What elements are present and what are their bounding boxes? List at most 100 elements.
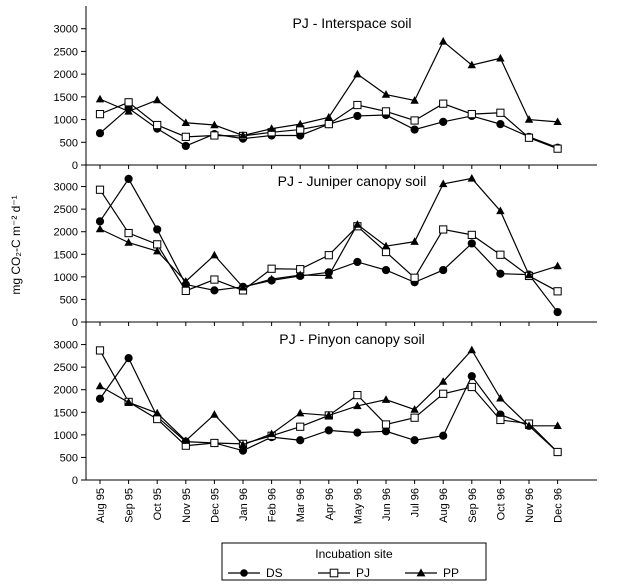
y-tick-label: 2000 <box>54 69 78 81</box>
panel-title: PJ - Interspace soil <box>292 15 411 31</box>
legend-label-PP: PP <box>443 566 459 580</box>
data-point-PP <box>210 410 219 418</box>
data-point-PP <box>553 261 562 270</box>
y-tick-label: 2500 <box>54 46 78 58</box>
data-point-PP <box>210 120 219 129</box>
data-point-PP <box>439 377 448 385</box>
y-axis-label-group: mg CO₂-C m⁻² d⁻¹ <box>9 195 23 294</box>
data-point-PP <box>353 69 362 78</box>
data-point-PJ <box>381 107 391 116</box>
y-tick-label: 2000 <box>54 385 78 397</box>
x-tick-label: Aug 96 <box>438 488 450 523</box>
legend-box <box>221 542 487 581</box>
series-PP <box>95 37 562 139</box>
x-tick-label: Oct 95 <box>152 488 164 520</box>
data-point-PP <box>410 405 419 413</box>
legend-label-PJ: PJ <box>356 566 370 580</box>
y-tick-label: 1500 <box>54 249 78 261</box>
panel-title: PJ - Juniper canopy soil <box>278 173 427 189</box>
data-point-DS <box>210 286 219 295</box>
data-point-DS <box>353 111 362 121</box>
data-point-PJ <box>124 228 133 238</box>
data-point-PJ <box>553 144 562 153</box>
data-point-DS <box>381 265 391 275</box>
data-point-PP <box>524 270 534 279</box>
data-point-DS <box>95 217 105 226</box>
y-tick-label: 1000 <box>54 115 78 127</box>
series-PP <box>95 174 562 291</box>
y-tick-label: 2000 <box>54 227 78 239</box>
x-tick-label: Sep 95 <box>124 488 136 523</box>
y-tick-label: 3000 <box>54 182 78 194</box>
data-point-PP <box>238 131 248 139</box>
data-point-DS <box>467 239 476 248</box>
data-point-PJ <box>95 185 105 194</box>
data-point-PJ <box>467 382 476 392</box>
data-point-PJ <box>181 286 190 295</box>
x-tick-label: Mar 96 <box>295 488 307 522</box>
data-point-DS <box>439 265 448 275</box>
data-point-PP <box>496 393 505 402</box>
x-tick-label: Oct 96 <box>495 488 507 520</box>
data-point-PJ <box>124 98 133 107</box>
data-point-DS <box>496 269 505 278</box>
chart-panels: 0 500 1000 1500 2000 2500 3000 PJ - Interspace … <box>54 6 597 487</box>
series-PJ <box>95 185 562 296</box>
x-tick-label: Jul 96 <box>410 488 422 517</box>
data-point-DS <box>439 117 448 126</box>
data-point-PP <box>296 119 305 128</box>
data-point-PJ <box>153 120 162 130</box>
data-point-PJ <box>210 275 219 284</box>
panel-2: 0 500 1000 1500 2000 2500 3000 PJ - Juniper can… <box>54 164 597 329</box>
data-point-PJ <box>439 99 448 108</box>
data-point-DS <box>153 225 162 234</box>
data-point-DS <box>467 372 476 381</box>
y-tick-label: 3000 <box>54 24 78 36</box>
panel-3: 0 500 1000 1500 2000 2500 3000 PJ - Pinyon cano… <box>54 322 597 487</box>
data-point-PJ <box>410 116 419 125</box>
series-line-PJ <box>99 350 559 453</box>
data-point-PJ <box>553 287 562 296</box>
data-point-PP <box>153 408 162 417</box>
data-point-PP <box>95 381 105 390</box>
data-point-PP <box>524 421 534 430</box>
data-point-DS <box>353 428 362 437</box>
x-tick-label: Nov 95 <box>181 488 193 523</box>
data-point-PP <box>467 174 476 182</box>
data-point-PP <box>153 246 162 255</box>
data-point-PP <box>381 90 391 98</box>
legend-title: Incubation site <box>315 547 393 561</box>
data-point-PJ <box>410 413 419 422</box>
data-point-DS <box>439 431 448 440</box>
legend-marker-PJ <box>329 568 339 578</box>
data-point-PJ <box>296 422 305 431</box>
data-point-PP <box>467 345 476 354</box>
data-point-PP <box>353 401 362 410</box>
data-point-PP <box>267 274 276 283</box>
data-point-PP <box>439 37 448 45</box>
y-tick-label: 3000 <box>54 340 78 352</box>
data-point-PP <box>238 282 248 291</box>
data-point-DS <box>381 427 391 436</box>
data-point-PJ <box>439 389 448 398</box>
data-point-PP <box>410 237 419 245</box>
data-point-DS <box>124 354 133 363</box>
data-point-PJ <box>267 264 276 273</box>
data-point-PP <box>324 271 333 279</box>
y-axis-label: mg CO₂-C m⁻² d⁻¹ <box>9 195 23 294</box>
data-point-PJ <box>524 133 534 142</box>
data-point-DS <box>181 141 190 151</box>
panel-1: 0 500 1000 1500 2000 2500 3000 PJ - Interspace … <box>54 6 597 172</box>
data-point-PP <box>267 124 276 132</box>
data-point-DS <box>296 436 305 445</box>
data-point-PJ <box>467 230 476 239</box>
legend-marker-PP <box>416 568 426 577</box>
data-point-DS <box>353 257 362 267</box>
data-point-DS <box>324 426 333 435</box>
data-point-DS <box>95 394 105 403</box>
data-point-DS <box>553 307 562 317</box>
panel-title: PJ - Pinyon canopy soil <box>279 331 425 347</box>
data-point-PP <box>124 238 133 246</box>
data-point-PP <box>467 60 476 69</box>
